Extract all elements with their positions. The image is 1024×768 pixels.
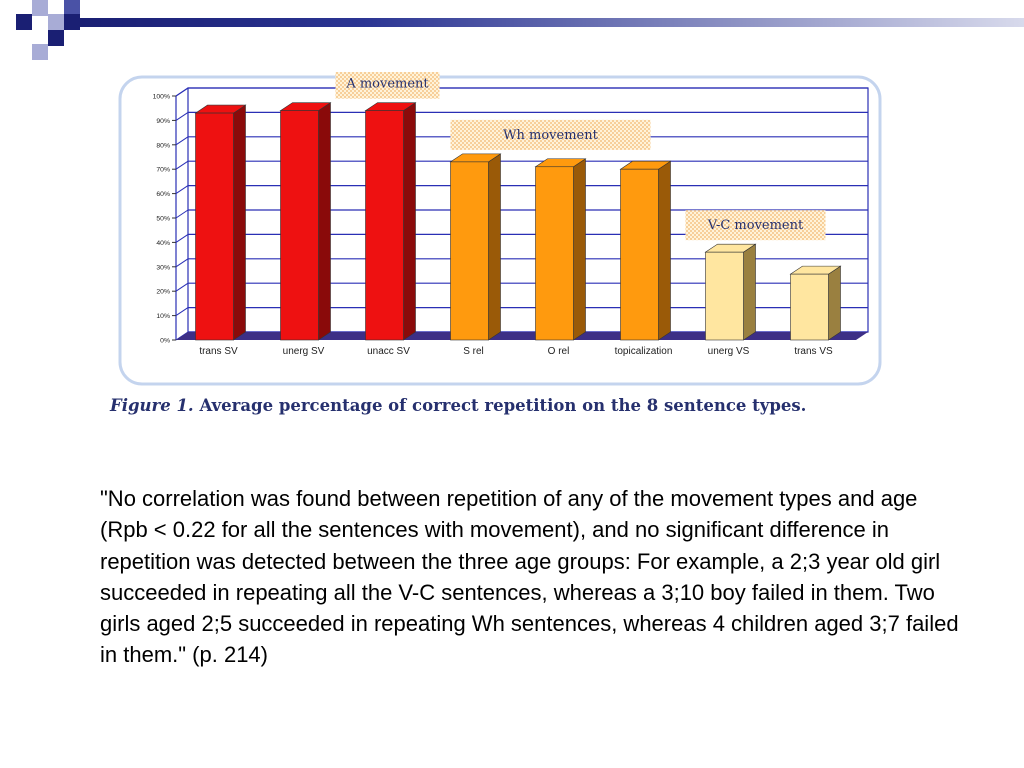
y-tick-label: 20% [156,289,170,296]
bar [195,112,234,341]
y-tick-label: 100% [153,94,170,101]
gridline-diagonal [175,282,189,292]
y-tick-label: 90% [156,118,170,125]
group-label: V-C movement [707,218,804,233]
y-tick-label: 40% [156,240,170,247]
bar-side [828,265,841,341]
quote-paragraph: "No correlation was found between repeti… [100,486,959,668]
bar-side [318,102,331,341]
gridline-diagonal [175,160,189,170]
group-label-box [335,72,440,99]
deco-square-3 [48,14,64,30]
x-tick-label: O rel [548,346,570,357]
y-tick-label: 0% [160,338,170,345]
gridline-diagonal [175,111,189,121]
deco-square-2 [32,0,48,16]
gridline-diagonal [175,185,189,195]
bar-side [488,153,501,341]
bar-side [743,243,756,341]
gridline-diagonal [175,307,189,317]
deco-square-4 [64,0,80,16]
group-label: A movement [345,77,429,92]
title-bar-stripe [80,18,1024,27]
bar [705,251,744,341]
y-tick-label: 70% [156,167,170,174]
x-tick-label: unerg SV [283,346,325,357]
chart-svg: 0% 10% 20% 30% 40% 50% 60% 70% 80% 90% 100% trans … [118,72,882,386]
deco-square-7 [32,44,48,60]
deco-square-1 [16,14,32,30]
bar [620,168,659,341]
group-label: Wh movement [503,128,598,143]
gridline-diagonal [175,136,189,146]
bar-chart: 0% 10% 20% 30% 40% 50% 60% 70% 80% 90% 100% trans … [108,72,898,417]
figure-label: Figure 1. [110,396,194,415]
group-label-box [450,119,651,150]
chart-floor [176,332,868,340]
bar [450,161,489,341]
x-tick-label: S rel [463,346,484,357]
gridline-diagonal [175,233,189,243]
y-tick-label: 10% [156,313,170,320]
group-label-box [685,210,826,241]
bar-side [403,102,416,341]
deco-square-6 [48,30,64,46]
bar-side [233,104,246,341]
x-tick-label: trans SV [199,346,238,357]
figure-caption: Figure 1. Average percentage of correct … [110,396,890,415]
bar-side [573,158,586,341]
gridline-diagonal [175,87,189,97]
y-tick-label: 80% [156,142,170,149]
x-tick-label: unerg VS [708,346,750,357]
slide-decoration [0,0,1024,60]
y-tick-label: 50% [156,216,170,223]
bar [280,110,319,341]
y-tick-label: 30% [156,264,170,271]
gridline-diagonal [175,209,189,219]
bar [790,273,829,341]
deco-square-5 [64,14,80,30]
bar [365,110,404,341]
bar-side [658,160,671,341]
figure-caption-text: Average percentage of correct repetition… [199,396,807,415]
x-tick-label: trans VS [794,346,833,357]
bar [535,166,574,341]
y-tick-label: 60% [156,191,170,198]
x-tick-label: topicalization [615,346,673,357]
x-tick-label: unacc SV [367,346,410,357]
gridline-diagonal [175,258,189,268]
